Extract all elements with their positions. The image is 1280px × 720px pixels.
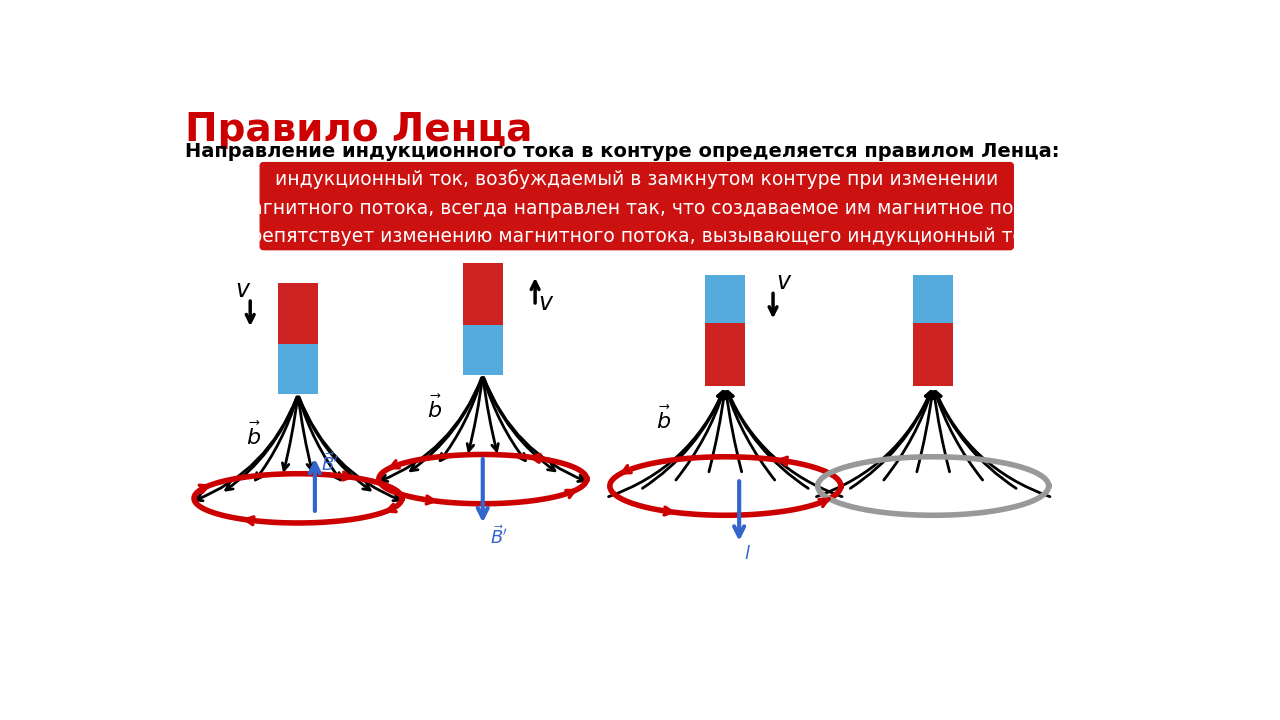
Bar <box>463 325 503 375</box>
Text: $v$: $v$ <box>234 279 251 302</box>
Text: $\vec{B}'$: $\vec{B}'$ <box>490 526 508 548</box>
Bar <box>278 344 317 395</box>
Text: $\vec{b}$: $\vec{b}$ <box>657 407 672 434</box>
Text: индукционный ток, возбуждаемый в замкнутом контуре при изменении
магнитного пото: индукционный ток, возбуждаемый в замкнут… <box>237 169 1037 246</box>
Bar <box>705 323 745 386</box>
Text: $\vec{b}$: $\vec{b}$ <box>428 396 443 423</box>
FancyBboxPatch shape <box>260 163 1014 250</box>
Text: $l$: $l$ <box>744 545 750 563</box>
Text: $\vec{B}'$: $\vec{B}'$ <box>321 452 339 475</box>
Bar <box>913 275 954 323</box>
Text: $\vec{b}$: $\vec{b}$ <box>246 423 261 450</box>
Bar <box>463 264 503 325</box>
Text: Правило Ленца: Правило Ленца <box>184 111 532 149</box>
Bar <box>913 323 954 386</box>
Bar <box>278 283 317 344</box>
Text: Направление индукционного тока в контуре определяется правилом Ленца:: Направление индукционного тока в контуре… <box>184 142 1060 161</box>
Text: $v$: $v$ <box>776 271 792 294</box>
Bar <box>705 275 745 323</box>
Text: $v$: $v$ <box>538 292 554 315</box>
